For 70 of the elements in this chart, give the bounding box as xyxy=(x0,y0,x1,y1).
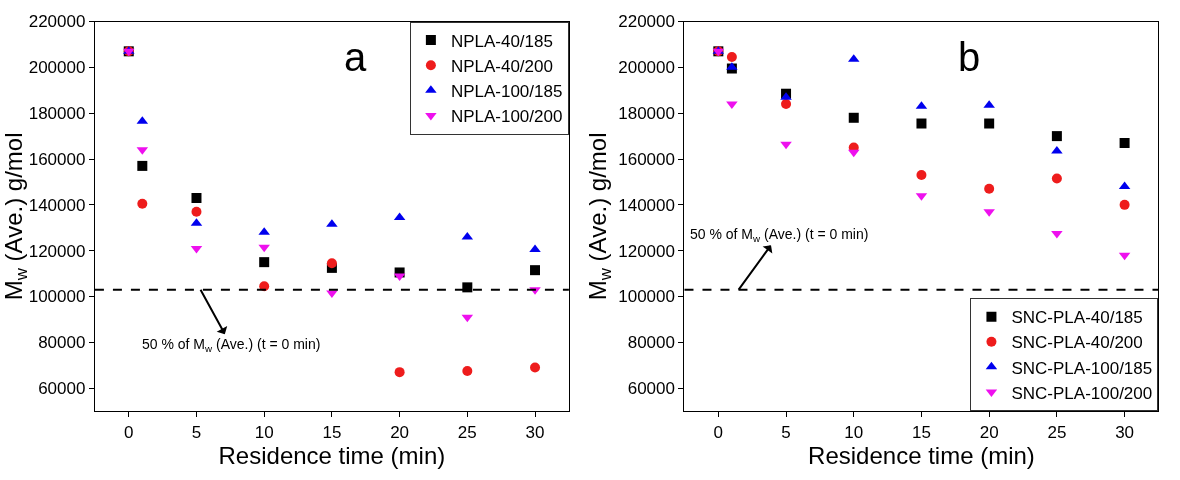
x-tick-label: 25 xyxy=(1047,422,1067,442)
point xyxy=(137,160,148,171)
point xyxy=(462,366,473,377)
point xyxy=(137,198,148,209)
legend-label: SNC-PLA-40/185 xyxy=(1011,308,1143,328)
legend-label: SNC-PLA-100/200 xyxy=(1011,383,1153,403)
x-tick-label: 15 xyxy=(322,422,342,442)
annotation: 50 % of M$_{w}$ (Ave.) (t = 0 min) xyxy=(142,336,321,354)
point xyxy=(916,118,927,129)
annotation: b xyxy=(958,35,981,79)
y-tick-label: 160000 xyxy=(28,149,86,169)
legend-label: NPLA-100/185 xyxy=(450,81,563,101)
x-tick-label: 10 xyxy=(844,422,864,442)
point xyxy=(984,183,995,194)
x-tick-label: 10 xyxy=(254,422,274,442)
legend-label: SNC-PLA-100/185 xyxy=(1011,358,1153,378)
point xyxy=(394,367,405,378)
point xyxy=(191,206,202,217)
legend-label: NPLA-40/185 xyxy=(450,31,553,51)
y-tick-label: 60000 xyxy=(627,379,675,399)
point xyxy=(1051,131,1062,142)
x-tick-label: 15 xyxy=(912,422,931,442)
x-axis-title: Residence time (min) xyxy=(218,441,446,469)
x-tick-label: 30 xyxy=(525,422,545,442)
y-tick-label: 200000 xyxy=(618,58,675,78)
annotation: 50 % of M$_{w}$ (Ave.) (t = 0 min) xyxy=(690,226,869,244)
x-tick-label: 0 xyxy=(713,422,724,442)
y-tick-label: 220000 xyxy=(28,12,86,32)
point xyxy=(1119,137,1130,148)
point xyxy=(916,170,927,181)
point xyxy=(1051,173,1062,184)
point xyxy=(848,112,859,123)
point xyxy=(781,99,792,110)
y-tick-label: 100000 xyxy=(28,287,86,307)
y-tick-label: 100000 xyxy=(618,287,675,307)
annotation: a xyxy=(344,35,367,79)
point xyxy=(462,282,473,293)
y-tick-label: 80000 xyxy=(38,333,86,353)
y-tick-label: 120000 xyxy=(618,241,675,261)
legend-label: SNC-PLA-40/200 xyxy=(1011,333,1143,353)
x-tick-label: 5 xyxy=(191,422,202,442)
point xyxy=(529,244,541,253)
y-tick-label: 180000 xyxy=(618,104,675,124)
x-tick-label: 5 xyxy=(781,422,791,442)
y-tick-label: 160000 xyxy=(618,149,675,169)
y-tick-label: 140000 xyxy=(618,195,675,215)
x-tick-label: 20 xyxy=(979,422,999,442)
point xyxy=(984,118,995,129)
legend-label: NPLA-100/200 xyxy=(450,107,563,127)
point xyxy=(530,265,541,276)
point xyxy=(191,192,202,203)
x-tick-label: 25 xyxy=(457,422,477,442)
y-tick-label: 80000 xyxy=(627,333,675,353)
point xyxy=(726,52,737,63)
y-tick-label: 140000 xyxy=(28,195,86,215)
x-axis-title: Residence time (min) xyxy=(808,441,1035,469)
x-tick-label: 20 xyxy=(390,422,410,442)
y-tick-label: 120000 xyxy=(28,241,86,261)
point xyxy=(326,258,337,269)
x-tick-label: 0 xyxy=(124,422,134,442)
y-tick-label: 220000 xyxy=(618,12,675,32)
point xyxy=(258,244,270,253)
y-tick-label: 60000 xyxy=(38,379,86,399)
x-tick-label: 30 xyxy=(1115,422,1135,442)
y-tick-label: 180000 xyxy=(28,104,86,124)
point xyxy=(259,257,270,268)
point xyxy=(530,362,541,373)
legend-label: NPLA-40/200 xyxy=(450,56,553,76)
point xyxy=(1119,199,1130,210)
y-tick-label: 200000 xyxy=(28,58,86,78)
